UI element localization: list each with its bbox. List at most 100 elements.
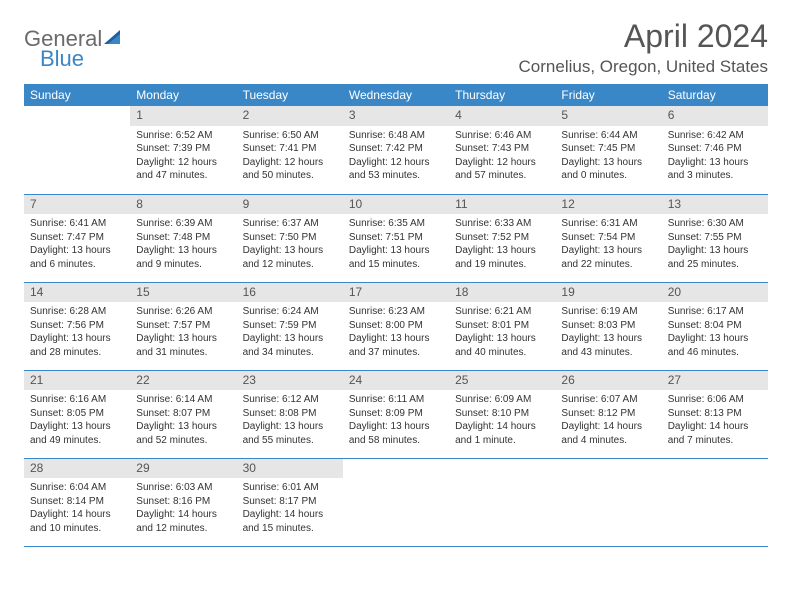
day-details: Sunrise: 6:24 AMSunset: 7:59 PMDaylight:… xyxy=(237,302,343,365)
day-cell: 18Sunrise: 6:21 AMSunset: 8:01 PMDayligh… xyxy=(449,282,555,370)
calendar-body: 1Sunrise: 6:52 AMSunset: 7:39 PMDaylight… xyxy=(24,106,768,546)
day-details: Sunrise: 6:28 AMSunset: 7:56 PMDaylight:… xyxy=(24,302,130,365)
day-details: Sunrise: 6:41 AMSunset: 7:47 PMDaylight:… xyxy=(24,214,130,277)
day-details: Sunrise: 6:07 AMSunset: 8:12 PMDaylight:… xyxy=(555,390,661,453)
week-row: 14Sunrise: 6:28 AMSunset: 7:56 PMDayligh… xyxy=(24,282,768,370)
day-number: 8 xyxy=(130,195,236,215)
day-details: Sunrise: 6:12 AMSunset: 8:08 PMDaylight:… xyxy=(237,390,343,453)
day-number: 17 xyxy=(343,283,449,303)
day-cell: 29Sunrise: 6:03 AMSunset: 8:16 PMDayligh… xyxy=(130,458,236,546)
week-row: 7Sunrise: 6:41 AMSunset: 7:47 PMDaylight… xyxy=(24,194,768,282)
day-details: Sunrise: 6:11 AMSunset: 8:09 PMDaylight:… xyxy=(343,390,449,453)
day-cell: 20Sunrise: 6:17 AMSunset: 8:04 PMDayligh… xyxy=(662,282,768,370)
day-cell: 1Sunrise: 6:52 AMSunset: 7:39 PMDaylight… xyxy=(130,106,236,194)
day-details: Sunrise: 6:31 AMSunset: 7:54 PMDaylight:… xyxy=(555,214,661,277)
day-cell: 26Sunrise: 6:07 AMSunset: 8:12 PMDayligh… xyxy=(555,370,661,458)
day-details: Sunrise: 6:01 AMSunset: 8:17 PMDaylight:… xyxy=(237,478,343,541)
day-details: Sunrise: 6:39 AMSunset: 7:48 PMDaylight:… xyxy=(130,214,236,277)
day-details: Sunrise: 6:37 AMSunset: 7:50 PMDaylight:… xyxy=(237,214,343,277)
day-number: 21 xyxy=(24,371,130,391)
logo-text-blue: Blue xyxy=(40,46,84,71)
day-cell: 30Sunrise: 6:01 AMSunset: 8:17 PMDayligh… xyxy=(237,458,343,546)
day-cell: 11Sunrise: 6:33 AMSunset: 7:52 PMDayligh… xyxy=(449,194,555,282)
day-cell xyxy=(24,106,130,194)
day-details: Sunrise: 6:09 AMSunset: 8:10 PMDaylight:… xyxy=(449,390,555,453)
weekday-wednesday: Wednesday xyxy=(343,84,449,106)
day-number: 3 xyxy=(343,106,449,126)
logo: General Blue xyxy=(24,18,124,78)
week-row: 1Sunrise: 6:52 AMSunset: 7:39 PMDaylight… xyxy=(24,106,768,194)
day-number: 20 xyxy=(662,283,768,303)
day-details: Sunrise: 6:16 AMSunset: 8:05 PMDaylight:… xyxy=(24,390,130,453)
day-details: Sunrise: 6:21 AMSunset: 8:01 PMDaylight:… xyxy=(449,302,555,365)
day-cell: 10Sunrise: 6:35 AMSunset: 7:51 PMDayligh… xyxy=(343,194,449,282)
day-cell: 27Sunrise: 6:06 AMSunset: 8:13 PMDayligh… xyxy=(662,370,768,458)
day-cell: 8Sunrise: 6:39 AMSunset: 7:48 PMDaylight… xyxy=(130,194,236,282)
logo-sail-icon xyxy=(104,30,124,46)
day-number: 18 xyxy=(449,283,555,303)
day-number: 5 xyxy=(555,106,661,126)
day-cell: 6Sunrise: 6:42 AMSunset: 7:46 PMDaylight… xyxy=(662,106,768,194)
day-number: 27 xyxy=(662,371,768,391)
day-cell: 5Sunrise: 6:44 AMSunset: 7:45 PMDaylight… xyxy=(555,106,661,194)
day-details: Sunrise: 6:44 AMSunset: 7:45 PMDaylight:… xyxy=(555,126,661,189)
location: Cornelius, Oregon, United States xyxy=(519,57,768,77)
day-cell: 19Sunrise: 6:19 AMSunset: 8:03 PMDayligh… xyxy=(555,282,661,370)
day-details: Sunrise: 6:30 AMSunset: 7:55 PMDaylight:… xyxy=(662,214,768,277)
day-cell: 15Sunrise: 6:26 AMSunset: 7:57 PMDayligh… xyxy=(130,282,236,370)
day-cell: 21Sunrise: 6:16 AMSunset: 8:05 PMDayligh… xyxy=(24,370,130,458)
day-number: 24 xyxy=(343,371,449,391)
day-cell xyxy=(343,458,449,546)
month-title: April 2024 xyxy=(519,18,768,55)
day-details: Sunrise: 6:06 AMSunset: 8:13 PMDaylight:… xyxy=(662,390,768,453)
day-number: 25 xyxy=(449,371,555,391)
day-cell: 23Sunrise: 6:12 AMSunset: 8:08 PMDayligh… xyxy=(237,370,343,458)
day-number: 1 xyxy=(130,106,236,126)
weekday-header-row: SundayMondayTuesdayWednesdayThursdayFrid… xyxy=(24,84,768,106)
weekday-thursday: Thursday xyxy=(449,84,555,106)
day-details: Sunrise: 6:26 AMSunset: 7:57 PMDaylight:… xyxy=(130,302,236,365)
week-row: 28Sunrise: 6:04 AMSunset: 8:14 PMDayligh… xyxy=(24,458,768,546)
header: General Blue April 2024 Cornelius, Orego… xyxy=(24,18,768,78)
weekday-saturday: Saturday xyxy=(662,84,768,106)
weekday-tuesday: Tuesday xyxy=(237,84,343,106)
day-number: 11 xyxy=(449,195,555,215)
day-number: 12 xyxy=(555,195,661,215)
day-cell: 22Sunrise: 6:14 AMSunset: 8:07 PMDayligh… xyxy=(130,370,236,458)
day-cell: 13Sunrise: 6:30 AMSunset: 7:55 PMDayligh… xyxy=(662,194,768,282)
day-details: Sunrise: 6:33 AMSunset: 7:52 PMDaylight:… xyxy=(449,214,555,277)
day-details: Sunrise: 6:14 AMSunset: 8:07 PMDaylight:… xyxy=(130,390,236,453)
day-cell xyxy=(555,458,661,546)
day-details: Sunrise: 6:03 AMSunset: 8:16 PMDaylight:… xyxy=(130,478,236,541)
day-number: 19 xyxy=(555,283,661,303)
day-cell: 25Sunrise: 6:09 AMSunset: 8:10 PMDayligh… xyxy=(449,370,555,458)
day-details: Sunrise: 6:42 AMSunset: 7:46 PMDaylight:… xyxy=(662,126,768,189)
day-cell: 7Sunrise: 6:41 AMSunset: 7:47 PMDaylight… xyxy=(24,194,130,282)
day-details: Sunrise: 6:46 AMSunset: 7:43 PMDaylight:… xyxy=(449,126,555,189)
day-cell: 2Sunrise: 6:50 AMSunset: 7:41 PMDaylight… xyxy=(237,106,343,194)
calendar-table: SundayMondayTuesdayWednesdayThursdayFrid… xyxy=(24,84,768,547)
day-cell: 24Sunrise: 6:11 AMSunset: 8:09 PMDayligh… xyxy=(343,370,449,458)
day-details: Sunrise: 6:52 AMSunset: 7:39 PMDaylight:… xyxy=(130,126,236,189)
day-cell: 9Sunrise: 6:37 AMSunset: 7:50 PMDaylight… xyxy=(237,194,343,282)
week-row: 21Sunrise: 6:16 AMSunset: 8:05 PMDayligh… xyxy=(24,370,768,458)
day-cell xyxy=(449,458,555,546)
day-details: Sunrise: 6:19 AMSunset: 8:03 PMDaylight:… xyxy=(555,302,661,365)
day-number: 22 xyxy=(130,371,236,391)
day-details: Sunrise: 6:50 AMSunset: 7:41 PMDaylight:… xyxy=(237,126,343,189)
day-cell: 12Sunrise: 6:31 AMSunset: 7:54 PMDayligh… xyxy=(555,194,661,282)
day-cell: 16Sunrise: 6:24 AMSunset: 7:59 PMDayligh… xyxy=(237,282,343,370)
day-number: 2 xyxy=(237,106,343,126)
day-details: Sunrise: 6:17 AMSunset: 8:04 PMDaylight:… xyxy=(662,302,768,365)
day-cell: 28Sunrise: 6:04 AMSunset: 8:14 PMDayligh… xyxy=(24,458,130,546)
day-number: 26 xyxy=(555,371,661,391)
title-block: April 2024 Cornelius, Oregon, United Sta… xyxy=(519,18,768,77)
day-details: Sunrise: 6:35 AMSunset: 7:51 PMDaylight:… xyxy=(343,214,449,277)
day-cell: 17Sunrise: 6:23 AMSunset: 8:00 PMDayligh… xyxy=(343,282,449,370)
day-details: Sunrise: 6:23 AMSunset: 8:00 PMDaylight:… xyxy=(343,302,449,365)
day-cell: 14Sunrise: 6:28 AMSunset: 7:56 PMDayligh… xyxy=(24,282,130,370)
day-number: 7 xyxy=(24,195,130,215)
day-cell: 3Sunrise: 6:48 AMSunset: 7:42 PMDaylight… xyxy=(343,106,449,194)
day-number: 28 xyxy=(24,459,130,479)
weekday-friday: Friday xyxy=(555,84,661,106)
